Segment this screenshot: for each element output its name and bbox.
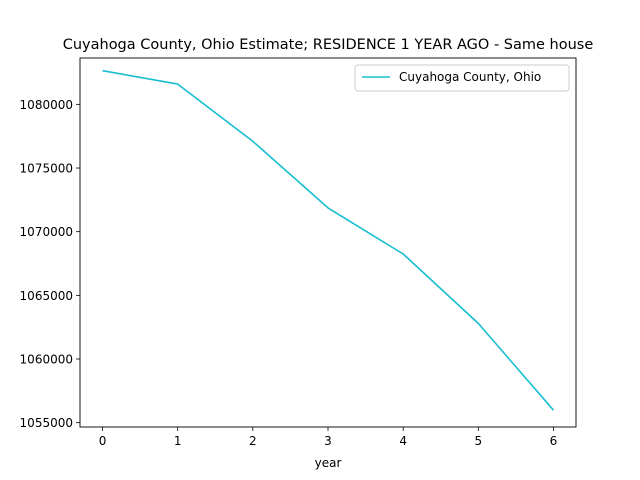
y-tick-label: 1060000 [20,353,73,367]
legend-box [354,64,570,92]
x-tick-label: 6 [550,434,558,448]
y-tick-label: 1075000 [20,162,73,176]
y-axis-ticks: 1055000 1060000 1065000 1070000 1075000 10800… [20,98,80,430]
x-tick-label: 5 [474,434,482,448]
x-axis-label: year [315,456,342,470]
plot-background [80,58,576,427]
y-tick-label: 1080000 [20,98,73,112]
x-tick-label: 3 [324,434,332,448]
y-tick-label: 1070000 [20,225,73,239]
x-tick-label: 0 [99,434,107,448]
y-tick-label: 1065000 [20,289,73,303]
y-tick-label: 1055000 [20,416,73,430]
series-line [102,69,555,411]
x-tick-label: 4 [399,434,407,448]
plot-frame [79,57,577,428]
chart-title: Cuyahoga County, Ohio Estimate; RESIDENC… [63,37,594,53]
series-layer [102,69,555,411]
legend: Cuyahoga County, Ohio [354,64,570,92]
legend-series-label: Cuyahoga County, Ohio [399,70,541,84]
x-tick-label: 1 [174,434,182,448]
x-axis-ticks: 0 1 2 3 4 5 6 [99,427,558,448]
x-tick-label: 2 [249,434,257,448]
plot-area [80,58,576,427]
